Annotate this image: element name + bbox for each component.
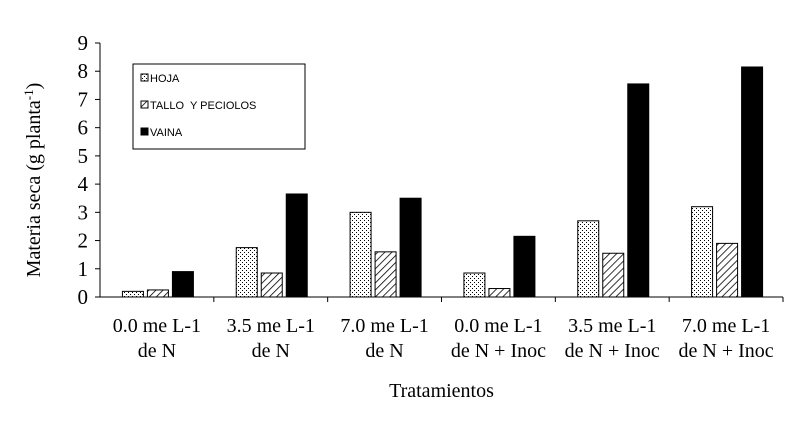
x-tick-label: 0.0 me L-1 [454,315,542,337]
bar-hatch [146,289,169,298]
y-tick-label: 8 [78,59,89,83]
x-tick-label: 3.5 me L-1 [568,315,656,337]
y-tick-label: 3 [78,200,89,224]
bar-dots [235,247,258,298]
bar-solid [627,83,650,298]
bar-dots [577,220,600,298]
y-tick-label: 2 [78,229,89,253]
y-tick-label: 4 [78,172,89,196]
bar-hatch [488,288,511,298]
legend: HOJA TALLO Y PECIOLOS VAINA [132,63,306,150]
x-tick-label: de N [138,340,176,362]
x-tick-label: 7.0 me L-1 [340,315,428,337]
y-tick-labels: 0 1 2 3 4 5 6 7 8 9 [78,31,89,309]
y-tick-label: 6 [78,116,89,140]
x-tick-labels: 0.0 me L-1 de N 3.5 me L-1 de N 7.0 me L-1 de… [113,315,774,362]
bar-hatch [260,272,283,298]
bar-hatch [374,251,397,298]
bar-dots [463,272,486,298]
bar-solid [741,66,764,298]
x-tick-label: 7.0 me L-1 [682,315,770,337]
y-tick-label: 1 [78,257,89,281]
y-axis-label-text: Materia seca (g planta [23,100,45,277]
x-tick-label: de N + Inoc [679,340,774,362]
y-axis-label: Materia seca (g planta-1) [21,83,46,278]
bar-hatch [716,242,739,298]
y-tick-label: 0 [78,285,89,309]
bar-solid [285,193,308,298]
bar-dots [121,290,144,298]
x-tick-label: de N [252,340,290,362]
legend-swatch [140,100,149,109]
bar-solid [399,197,422,298]
bar-dots [349,211,372,298]
x-tick-label: 0.0 me L-1 [113,315,201,337]
bar-solid [171,271,194,298]
legend-label: HOJA [150,73,180,85]
bar-dots [691,206,714,298]
bars [121,66,764,298]
y-axis-label-superscript: -1 [21,89,36,100]
legend-label: VAINA [150,127,183,139]
legend-swatch [140,73,149,82]
y-tick-label: 9 [78,31,89,55]
legend-label: TALLO Y PECIOLOS [150,100,256,112]
bar-solid [513,235,536,298]
legend-box [132,63,306,150]
bar-hatch [602,252,625,298]
x-tick-label: 3.5 me L-1 [227,315,315,337]
x-tick-label: de N + Inoc [451,340,546,362]
y-tick-label: 5 [78,144,89,168]
x-axis-label: Tratamientos [389,380,494,402]
y-ticks [95,42,784,302]
legend-swatch [140,127,149,136]
x-tick-label: de N [365,340,403,362]
x-tick-label: de N + Inoc [565,340,660,362]
y-tick-label: 7 [78,87,89,111]
y-axis-label-close: ) [23,83,45,90]
